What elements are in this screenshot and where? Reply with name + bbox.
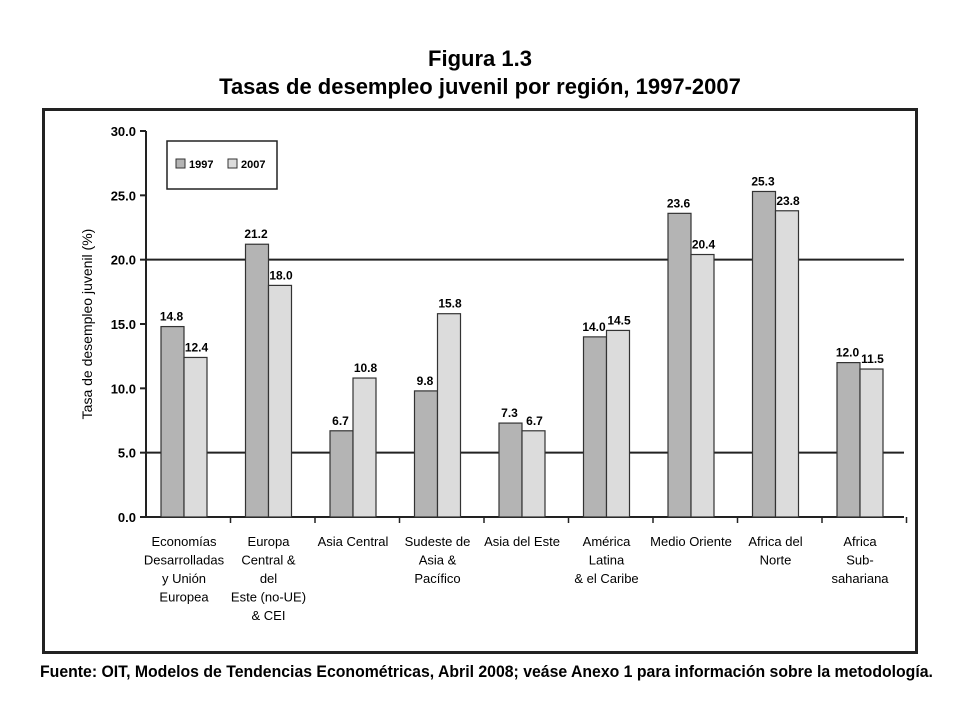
bar-1997 [498, 422, 523, 518]
category-label: sahariana [831, 571, 889, 586]
bar-1997 [667, 212, 692, 518]
figure-label: Figura 1.3 [428, 46, 532, 71]
source-note: Fuente: OIT, Modelos de Tendencias Econo… [40, 662, 933, 681]
data-label: 14.8 [160, 310, 184, 324]
category-label: Africa [843, 534, 877, 549]
bar-1997 [160, 325, 185, 518]
category-label: y Unión [162, 571, 206, 586]
bar-2007 [859, 368, 884, 518]
bar-2007 [605, 329, 631, 518]
bar-1997 [582, 336, 608, 518]
data-label: 6.7 [526, 414, 543, 428]
bar-2007 [774, 210, 800, 518]
data-label: 21.2 [244, 227, 268, 241]
data-label: 14.5 [607, 313, 631, 327]
bar-2007 [183, 356, 208, 518]
data-label: 7.3 [501, 406, 518, 420]
category-label: & CEI [252, 608, 286, 623]
bar-2007 [267, 284, 293, 518]
data-label: 23.6 [667, 196, 691, 210]
bar-2007 [690, 253, 715, 518]
data-label: 12.0 [836, 346, 860, 360]
bar-2007 [436, 313, 462, 518]
y-tick-label: 5.0 [118, 446, 136, 461]
category-label: América [583, 534, 631, 549]
bar-1997 [413, 390, 439, 518]
legend-label: 2007 [241, 159, 265, 171]
bar-1997 [751, 190, 777, 518]
category-label: Central & [241, 553, 296, 568]
category-label: Este (no-UE) [231, 590, 306, 605]
category-label: Asia Central [318, 534, 389, 549]
data-label: 12.4 [185, 340, 209, 354]
category-label: Sudeste de [405, 534, 471, 549]
data-label: 23.8 [776, 194, 800, 208]
category-label: Asia del Este [484, 534, 560, 549]
bar-2007 [521, 430, 546, 518]
category-label: Europa [248, 534, 291, 549]
category-label: Sub- [846, 553, 873, 568]
data-label: 20.4 [692, 238, 716, 252]
legend-swatch [175, 158, 186, 169]
legend-swatch [227, 158, 238, 169]
bar-1997 [244, 243, 270, 518]
bar-1997 [836, 362, 861, 518]
category-label: Medio Oriente [650, 534, 732, 549]
data-label: 10.8 [354, 361, 378, 375]
y-tick-label: 25.0 [111, 188, 136, 203]
y-tick-label: 10.0 [111, 381, 136, 396]
y-axis-title: Tasa de desempleo juvenil (%) [79, 229, 95, 420]
y-tick-label: 0.0 [118, 510, 136, 525]
bar-2007 [352, 377, 377, 518]
bar-1997 [329, 430, 354, 518]
data-label: 9.8 [417, 374, 434, 388]
y-tick-label: 15.0 [111, 317, 136, 332]
data-label: 14.0 [582, 320, 606, 334]
category-label: del [260, 571, 277, 586]
category-label: Europea [159, 590, 209, 605]
y-tick-label: 20.0 [111, 253, 136, 268]
category-label: Desarrolladas [144, 553, 225, 568]
legend-label: 1997 [189, 159, 213, 171]
data-label: 15.8 [438, 297, 462, 311]
category-label: Asia & [419, 553, 457, 568]
category-label: & el Caribe [574, 571, 638, 586]
data-label: 25.3 [751, 174, 775, 188]
data-label: 18.0 [269, 268, 293, 282]
category-label: Norte [760, 553, 792, 568]
chart-title: Tasas de desempleo juvenil por región, 1… [219, 74, 741, 99]
category-label: Economías [151, 534, 217, 549]
category-label: Africa del [748, 534, 802, 549]
category-label: Latina [589, 553, 625, 568]
category-label: Pacífico [414, 571, 460, 586]
data-label: 11.5 [861, 352, 884, 366]
data-label: 6.7 [332, 414, 349, 428]
y-tick-label: 30.0 [111, 124, 136, 139]
